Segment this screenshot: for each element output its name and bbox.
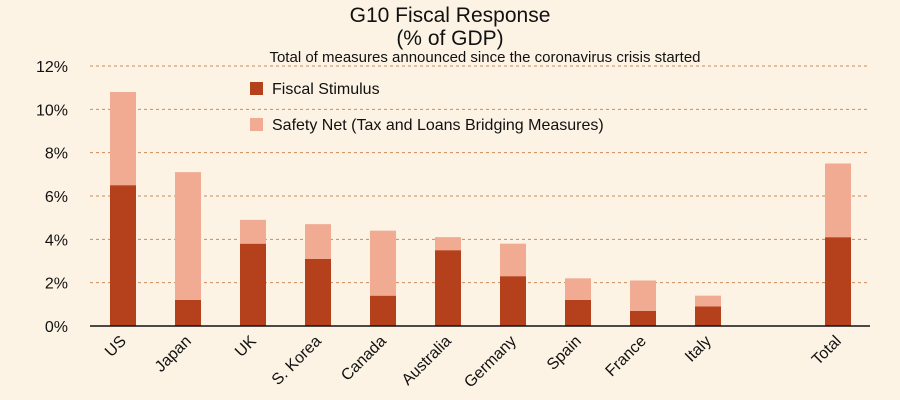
x-tick-label: Italy <box>682 333 715 366</box>
x-axis-labels: US Japan UK S. Korea Canada Australia Germany S… <box>102 333 845 392</box>
bar-fiscal-stimulus-italy <box>695 306 721 326</box>
bar-safety-net-germany <box>500 243 526 277</box>
bar-safety-net-australia <box>435 237 461 251</box>
y-tick-label: 10% <box>36 102 68 119</box>
bar-fiscal-stimulus-france <box>630 310 656 326</box>
bar-safety-net-s-korea <box>305 224 331 259</box>
y-axis-ticks: 0% 2% 4% 6% 8% 10% 12% <box>36 59 68 336</box>
gridlines <box>90 65 870 284</box>
y-tick-label: 6% <box>45 189 68 206</box>
x-tick-label: Spain <box>544 333 585 374</box>
y-tick-label: 8% <box>45 146 68 163</box>
x-tick-label: Japan <box>152 333 195 376</box>
bar-safety-net-total <box>825 163 851 238</box>
bar-safety-net-spain <box>565 278 591 300</box>
bars <box>110 92 851 326</box>
bar-fiscal-stimulus-total <box>825 237 851 326</box>
bar-fiscal-stimulus-spain <box>565 300 591 326</box>
bar-fiscal-stimulus-australia <box>435 250 461 326</box>
y-tick-label: 0% <box>45 319 68 336</box>
bar-fiscal-stimulus-s-korea <box>305 258 331 326</box>
chart-title-line1: G10 Fiscal Response <box>350 4 551 27</box>
bar-safety-net-france <box>630 280 656 311</box>
bar-fiscal-stimulus-us <box>110 185 136 326</box>
legend-swatch <box>250 118 263 131</box>
x-tick-label: Total <box>809 333 845 369</box>
legend-label: Safety Net (Tax and Loans Bridging Measu… <box>272 117 604 134</box>
x-tick-label: UK <box>232 333 260 361</box>
bar-safety-net-italy <box>695 295 721 307</box>
bar-fiscal-stimulus-germany <box>500 276 526 326</box>
y-tick-label: 4% <box>45 232 68 249</box>
chart-subtitle: Total of measures announced since the co… <box>269 49 700 66</box>
bar-safety-net-us <box>110 92 136 186</box>
y-tick-label: 2% <box>45 276 68 293</box>
bar-safety-net-uk <box>240 219 266 244</box>
x-tick-label: Germany <box>461 333 520 392</box>
x-tick-label: S. Korea <box>269 333 325 389</box>
y-tick-label: 12% <box>36 59 68 76</box>
x-tick-label: US <box>102 333 130 361</box>
bar-fiscal-stimulus-japan <box>175 300 201 326</box>
bar-fiscal-stimulus-uk <box>240 243 266 326</box>
bar-safety-net-canada <box>370 230 396 296</box>
bar-fiscal-stimulus-canada <box>370 295 396 326</box>
chart-title-line2: (% of GDP) <box>396 27 503 50</box>
x-tick-label: Australia <box>399 333 455 389</box>
legend: Fiscal Stimulus Safety Net (Tax and Loans… <box>250 81 604 134</box>
legend-label: Fiscal Stimulus <box>272 81 380 98</box>
legend-swatch <box>250 82 263 95</box>
x-tick-label: France <box>603 333 650 380</box>
x-tick-label: Canada <box>338 333 390 385</box>
bar-safety-net-japan <box>175 172 201 300</box>
